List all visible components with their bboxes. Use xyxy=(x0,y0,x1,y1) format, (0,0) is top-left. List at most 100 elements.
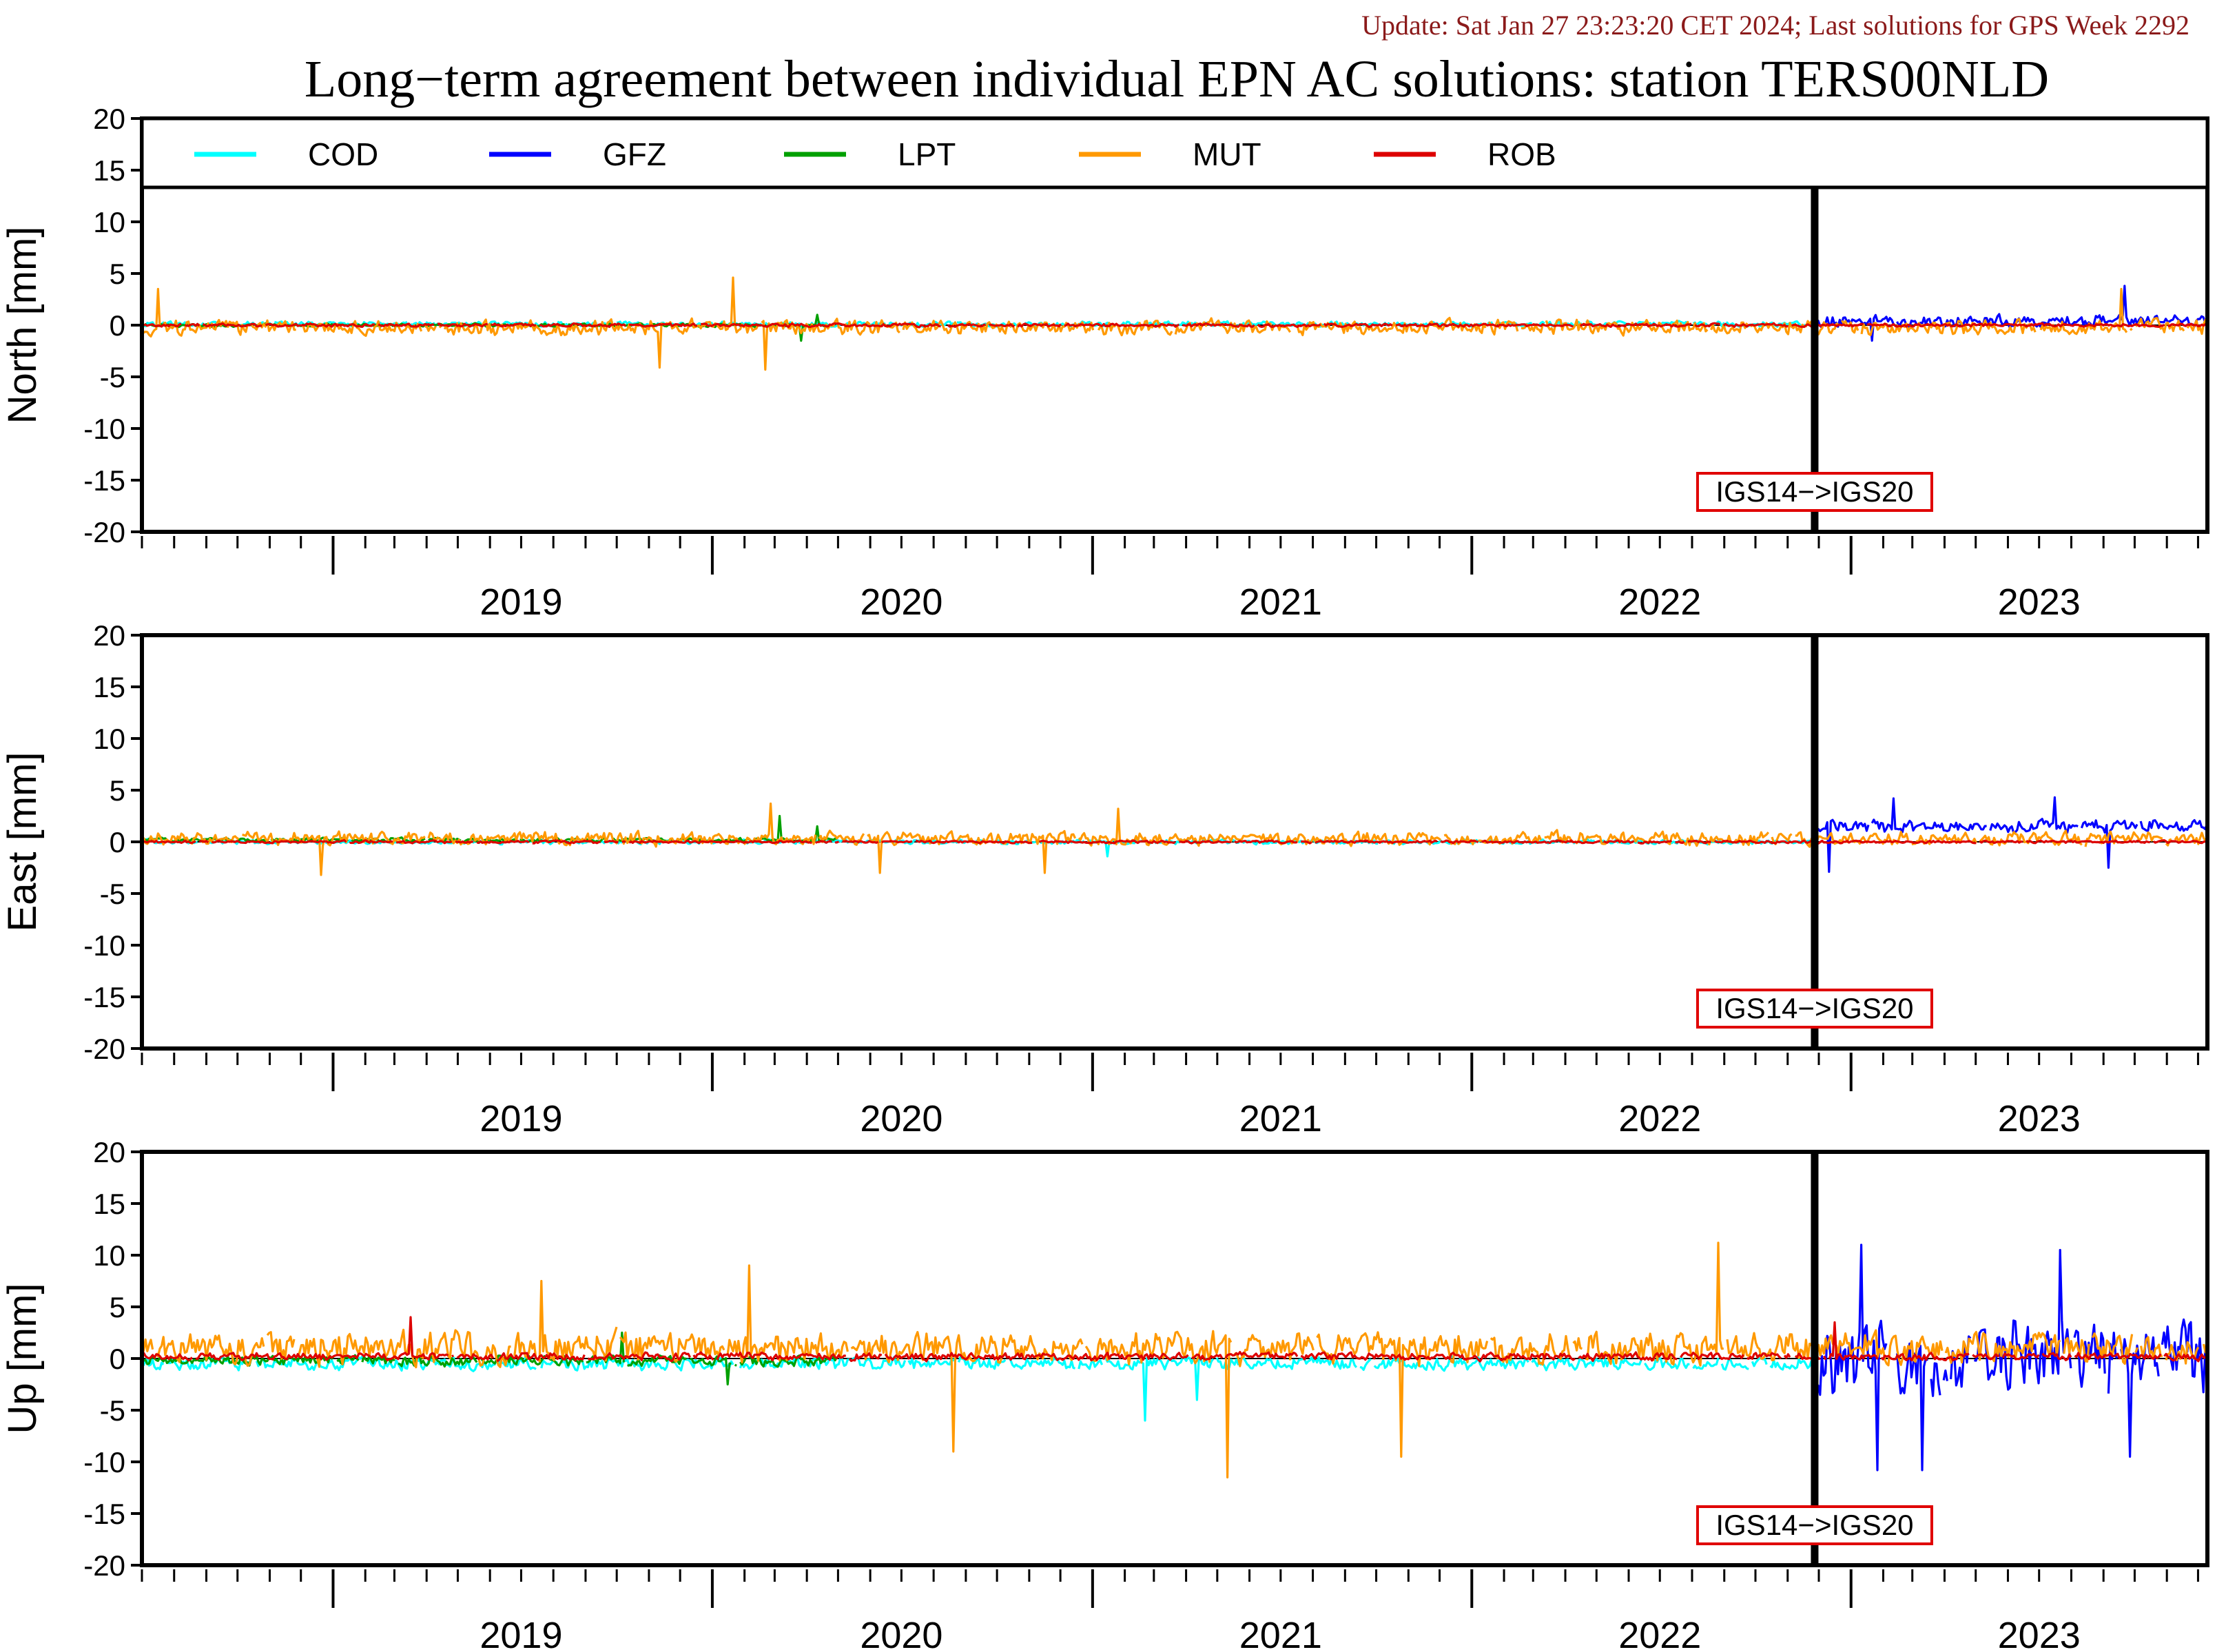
series-line xyxy=(2152,314,2208,328)
reference-change-label: IGS14−>IGS20 xyxy=(1715,992,1913,1024)
series-line xyxy=(587,1351,692,1363)
series-line xyxy=(539,322,627,329)
series-line xyxy=(1692,1357,1720,1370)
series-line xyxy=(848,1352,883,1363)
series-line xyxy=(538,1279,618,1363)
series-line xyxy=(1300,1351,1576,1363)
series-line xyxy=(692,1351,714,1361)
series-line xyxy=(2134,1347,2139,1353)
series-mut xyxy=(141,802,2208,876)
series-line xyxy=(1687,839,1711,845)
series-line xyxy=(850,1331,1084,1453)
series-line xyxy=(1191,1353,1224,1361)
series-line xyxy=(1257,323,1321,329)
series-line xyxy=(1579,322,1692,328)
series-line xyxy=(989,323,1015,328)
series-line xyxy=(628,839,812,845)
series-line xyxy=(867,829,1077,874)
y-tick-label: 20 xyxy=(93,619,125,652)
series-line xyxy=(1871,797,1987,834)
x-year-label: 2019 xyxy=(480,1098,562,1139)
series-line xyxy=(1979,839,2023,845)
series-line xyxy=(2001,1352,2040,1361)
series-line xyxy=(1487,318,1519,335)
series-line xyxy=(1293,316,1487,336)
series-line xyxy=(1174,317,1275,335)
series-line xyxy=(1440,839,1479,845)
series-line xyxy=(1751,1356,1768,1367)
series-line xyxy=(184,322,200,327)
series-line xyxy=(2073,1323,2106,1388)
y-tick-label: 10 xyxy=(93,723,125,755)
series-line xyxy=(2080,819,2139,869)
series-line xyxy=(1315,839,1438,845)
y-tick-label: 10 xyxy=(93,1239,125,1272)
y-tick-label: -5 xyxy=(100,878,125,910)
x-year-label: 2021 xyxy=(1239,581,1322,623)
series-line xyxy=(1578,1351,1678,1362)
series-line xyxy=(163,318,249,337)
series-line xyxy=(1182,322,1255,328)
series-line xyxy=(155,1333,265,1367)
x-year-label: 2019 xyxy=(480,1615,562,1652)
series-line xyxy=(266,1331,296,1360)
series-line xyxy=(1544,829,1573,844)
series-line xyxy=(250,319,296,333)
x-year-label: 2022 xyxy=(1618,581,1701,623)
series-line xyxy=(818,829,865,846)
series-line xyxy=(1989,796,2079,834)
series-line xyxy=(2152,839,2207,845)
series-rob xyxy=(141,839,2207,845)
y-tick-label: -5 xyxy=(100,1394,125,1427)
x-year-label: 2021 xyxy=(1239,1098,1322,1139)
y-tick-label: -15 xyxy=(83,981,125,1013)
reference-change-box xyxy=(1696,1505,1933,1545)
series-line xyxy=(628,322,697,328)
series-line xyxy=(242,830,426,876)
series-line xyxy=(1064,322,1180,328)
series-line xyxy=(2167,322,2208,328)
series-line xyxy=(1722,322,1789,328)
series-line xyxy=(1680,1351,1744,1361)
series-line xyxy=(1972,1353,2000,1361)
series-line xyxy=(476,840,530,845)
series-line xyxy=(265,322,375,328)
series-line xyxy=(902,320,1095,335)
series-line xyxy=(1300,840,1312,845)
series-line xyxy=(141,1352,193,1362)
series-line xyxy=(532,839,601,845)
series-line xyxy=(2084,830,2163,847)
series-line xyxy=(814,840,832,844)
series-gfz xyxy=(1814,285,2208,342)
series-line xyxy=(700,322,941,329)
y-tick-label: 15 xyxy=(93,154,125,187)
series-line xyxy=(621,840,626,843)
series-line xyxy=(1828,1321,1879,1361)
y-tick-label: -15 xyxy=(83,464,125,497)
y-tick-label: -20 xyxy=(83,516,125,548)
series-lpt xyxy=(141,1331,838,1386)
series-line xyxy=(336,1354,360,1365)
y-axis-label: Up [mm] xyxy=(0,1283,45,1434)
series-line xyxy=(958,1355,1007,1370)
series-line xyxy=(513,1332,537,1359)
series-line xyxy=(842,840,879,844)
series-cod xyxy=(141,1355,1815,1422)
series-line xyxy=(349,839,393,845)
series-line xyxy=(424,325,437,332)
series-gfz xyxy=(1813,796,2208,874)
reference-change-label: IGS14−>IGS20 xyxy=(1715,1509,1913,1541)
series-line xyxy=(1720,1357,1749,1371)
legend-box xyxy=(140,116,2209,189)
panel-north: IGS14−>IGS20 COD GFZ LPT MUT ROB -20 -15 -10 -5 0 5… xyxy=(0,103,2209,623)
series-line xyxy=(915,839,1033,845)
series-line xyxy=(141,839,196,844)
series-line xyxy=(716,1351,846,1362)
y-tick-label: -10 xyxy=(83,929,125,962)
x-year-label: 2021 xyxy=(1239,1615,1322,1652)
x-year-label: 2023 xyxy=(1998,1615,2081,1652)
y-tick-label: 20 xyxy=(93,103,125,135)
y-tick-label: 0 xyxy=(110,826,125,858)
series-line xyxy=(2074,1352,2162,1361)
